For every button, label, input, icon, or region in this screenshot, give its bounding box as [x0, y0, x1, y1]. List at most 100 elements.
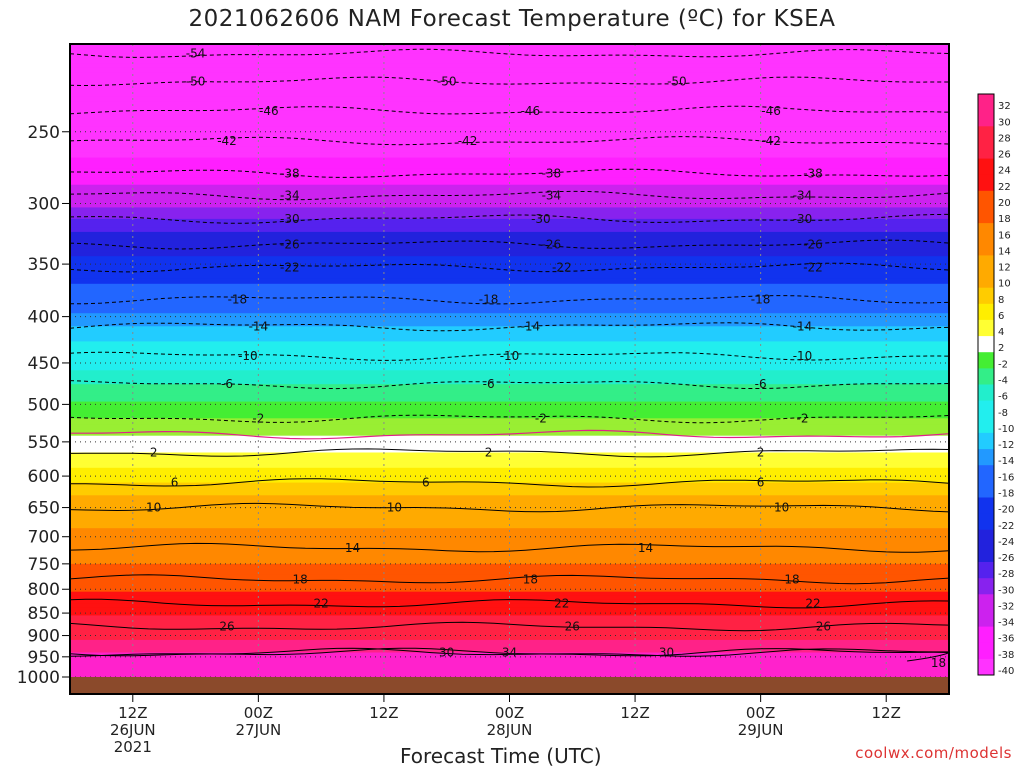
temp-band — [70, 665, 949, 670]
temp-band — [70, 644, 949, 650]
contour-label: -30 — [531, 212, 551, 226]
contour-label: 30 — [659, 646, 674, 660]
source-credit[interactable]: coolwx.com/models — [855, 744, 1012, 762]
contour-label: -22 — [803, 261, 823, 275]
x-tick-label: 00Z — [244, 704, 273, 722]
temp-band — [70, 81, 949, 88]
temp-band — [70, 375, 949, 381]
temp-band — [70, 322, 949, 328]
contour-label: -38 — [280, 167, 300, 181]
colorbar-tick-label: 16 — [998, 230, 1011, 241]
temp-band — [70, 163, 949, 170]
contour-label: -10 — [500, 349, 520, 363]
contour-label: -18 — [479, 293, 499, 307]
temp-band — [70, 669, 949, 675]
colorbar-tick-label: -22 — [998, 521, 1014, 532]
isotherm-contour — [70, 621, 949, 632]
contour-label: 30 — [439, 646, 454, 660]
colorbar-swatch — [978, 578, 994, 595]
contour-label: 14 — [345, 541, 360, 555]
isotherm-contour — [70, 478, 949, 488]
temp-band — [70, 231, 949, 238]
contour-label: 2 — [757, 446, 765, 460]
temp-band — [70, 283, 949, 291]
x-tick-label: 2021 — [114, 738, 152, 756]
temp-band — [70, 579, 949, 585]
temp-band — [70, 260, 949, 265]
y-tick-label: 900 — [28, 627, 60, 647]
temp-band — [70, 553, 949, 560]
colorbar-tick-label: 12 — [998, 263, 1011, 274]
temp-band — [70, 248, 949, 254]
y-tick-label: 600 — [28, 467, 60, 487]
y-tick-label: 500 — [28, 395, 60, 415]
temp-band — [70, 457, 949, 464]
contour-label: -34 — [793, 189, 813, 203]
colorbar-tick-label: -40 — [998, 666, 1014, 677]
y-tick-label: 250 — [28, 123, 60, 143]
colorbar-tick-label: -8 — [998, 408, 1008, 419]
contour-label: -6 — [221, 377, 233, 391]
colorbar-swatch — [978, 239, 994, 256]
isotherm-contour — [70, 448, 949, 458]
temp-band — [70, 472, 949, 479]
temp-band — [70, 447, 949, 454]
temp-band — [70, 541, 949, 549]
contour-label: -42 — [458, 134, 478, 148]
temp-band — [70, 47, 949, 50]
colorbar-tick-label: -12 — [998, 440, 1014, 451]
x-axis-label: Forecast Time (UTC) — [400, 744, 602, 768]
isotherm-contour — [70, 574, 949, 585]
temp-band — [70, 244, 949, 250]
temp-band — [70, 370, 949, 376]
contour-label: -34 — [280, 189, 300, 203]
contour-label: -10 — [793, 349, 813, 363]
colorbar-tick-label: 2 — [998, 343, 1004, 354]
contour-label: -26 — [542, 238, 562, 252]
colorbar-tick-label: 20 — [998, 198, 1011, 209]
temp-band — [70, 304, 949, 310]
colorbar-swatch — [978, 126, 994, 143]
colorbar-swatch — [978, 110, 994, 127]
colorbar-swatch — [978, 465, 994, 482]
contour-label: 6 — [757, 476, 765, 490]
temp-band — [70, 652, 949, 658]
y-tick-label: 750 — [28, 555, 60, 575]
temp-band — [70, 177, 949, 182]
y-tick-label: 850 — [28, 604, 60, 624]
temp-band — [70, 63, 949, 69]
colorbar-tick-label: -2 — [998, 359, 1008, 370]
colorbar-swatch — [978, 303, 994, 321]
contour-label: -42 — [761, 134, 781, 148]
temp-band — [70, 152, 949, 159]
colorbar-swatch — [978, 207, 994, 224]
grid-lines — [70, 44, 949, 694]
contour-label: -38 — [542, 167, 562, 181]
temp-band — [70, 157, 949, 164]
isotherm-contour — [907, 652, 949, 662]
colorbar-tick-label: 32 — [998, 101, 1011, 112]
colorbar-swatch — [978, 545, 994, 563]
contour-label: -14 — [793, 319, 813, 333]
temp-band — [70, 418, 949, 426]
contour-label: -46 — [521, 104, 541, 118]
colorbar-tick-label: -36 — [998, 634, 1014, 645]
temp-band — [70, 256, 949, 261]
contour-label: -34 — [542, 189, 562, 203]
colorbar-swatch — [978, 642, 994, 660]
x-tick-label: 12Z — [620, 704, 649, 722]
x-tick-label: 28JUN — [487, 721, 533, 739]
contour-label: 18 — [293, 572, 308, 586]
colorbar-tick-label: -28 — [998, 569, 1014, 580]
contour-label: -30 — [280, 212, 300, 226]
temp-band — [70, 215, 949, 220]
contour-label: -26 — [280, 238, 300, 252]
temp-band — [70, 495, 949, 501]
y-tick-label: 650 — [28, 499, 60, 519]
colorbar-swatch — [978, 223, 994, 240]
temp-band — [70, 441, 949, 448]
colorbar-tick-label: -26 — [998, 553, 1014, 564]
contour-label: -30 — [793, 212, 813, 226]
x-tick-label: 12Z — [118, 704, 147, 722]
colorbar-tick-label: -20 — [998, 505, 1014, 516]
